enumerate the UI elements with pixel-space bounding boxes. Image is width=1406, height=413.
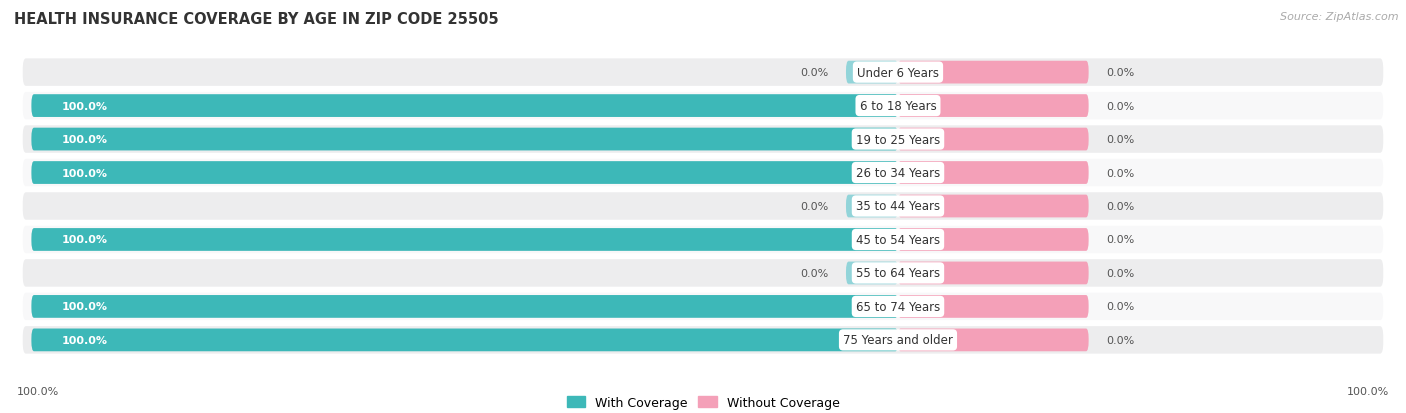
Text: 0.0%: 0.0% xyxy=(1107,235,1135,245)
FancyBboxPatch shape xyxy=(31,329,898,351)
Text: 100.0%: 100.0% xyxy=(62,168,108,178)
Text: 35 to 44 Years: 35 to 44 Years xyxy=(856,200,941,213)
Text: 100.0%: 100.0% xyxy=(62,235,108,245)
Text: 19 to 25 Years: 19 to 25 Years xyxy=(856,133,941,146)
Legend: With Coverage, Without Coverage: With Coverage, Without Coverage xyxy=(561,391,845,413)
Text: 55 to 64 Years: 55 to 64 Years xyxy=(856,267,941,280)
Text: Source: ZipAtlas.com: Source: ZipAtlas.com xyxy=(1281,12,1399,22)
Text: 6 to 18 Years: 6 to 18 Years xyxy=(859,100,936,113)
FancyBboxPatch shape xyxy=(31,95,898,118)
FancyBboxPatch shape xyxy=(31,228,898,251)
FancyBboxPatch shape xyxy=(22,159,1384,187)
Text: Under 6 Years: Under 6 Years xyxy=(858,66,939,79)
FancyBboxPatch shape xyxy=(898,262,1088,285)
Text: 0.0%: 0.0% xyxy=(1107,301,1135,312)
FancyBboxPatch shape xyxy=(22,326,1384,354)
Text: 26 to 34 Years: 26 to 34 Years xyxy=(856,166,941,180)
Text: 0.0%: 0.0% xyxy=(800,268,828,278)
Text: 100.0%: 100.0% xyxy=(62,335,108,345)
Text: 100.0%: 100.0% xyxy=(1347,387,1389,396)
Text: 100.0%: 100.0% xyxy=(17,387,59,396)
Text: 0.0%: 0.0% xyxy=(1107,268,1135,278)
FancyBboxPatch shape xyxy=(898,228,1088,251)
Text: 0.0%: 0.0% xyxy=(800,68,828,78)
FancyBboxPatch shape xyxy=(846,195,898,218)
FancyBboxPatch shape xyxy=(898,95,1088,118)
FancyBboxPatch shape xyxy=(22,293,1384,320)
Text: 100.0%: 100.0% xyxy=(62,101,108,112)
Text: HEALTH INSURANCE COVERAGE BY AGE IN ZIP CODE 25505: HEALTH INSURANCE COVERAGE BY AGE IN ZIP … xyxy=(14,12,499,27)
FancyBboxPatch shape xyxy=(22,226,1384,254)
FancyBboxPatch shape xyxy=(31,128,898,151)
Text: 0.0%: 0.0% xyxy=(800,202,828,211)
Text: 100.0%: 100.0% xyxy=(62,301,108,312)
FancyBboxPatch shape xyxy=(22,193,1384,220)
FancyBboxPatch shape xyxy=(898,295,1088,318)
FancyBboxPatch shape xyxy=(898,162,1088,185)
Text: 0.0%: 0.0% xyxy=(1107,168,1135,178)
FancyBboxPatch shape xyxy=(22,59,1384,87)
Text: 45 to 54 Years: 45 to 54 Years xyxy=(856,233,941,247)
Text: 0.0%: 0.0% xyxy=(1107,101,1135,112)
FancyBboxPatch shape xyxy=(22,260,1384,287)
FancyBboxPatch shape xyxy=(898,62,1088,84)
Text: 65 to 74 Years: 65 to 74 Years xyxy=(856,300,941,313)
FancyBboxPatch shape xyxy=(898,329,1088,351)
FancyBboxPatch shape xyxy=(898,195,1088,218)
FancyBboxPatch shape xyxy=(31,295,898,318)
Text: 0.0%: 0.0% xyxy=(1107,202,1135,211)
FancyBboxPatch shape xyxy=(846,262,898,285)
Text: 0.0%: 0.0% xyxy=(1107,135,1135,145)
Text: 75 Years and older: 75 Years and older xyxy=(844,334,953,347)
Text: 100.0%: 100.0% xyxy=(62,135,108,145)
Text: 0.0%: 0.0% xyxy=(1107,68,1135,78)
FancyBboxPatch shape xyxy=(898,128,1088,151)
FancyBboxPatch shape xyxy=(31,162,898,185)
FancyBboxPatch shape xyxy=(22,93,1384,120)
FancyBboxPatch shape xyxy=(846,62,898,84)
Text: 0.0%: 0.0% xyxy=(1107,335,1135,345)
FancyBboxPatch shape xyxy=(22,126,1384,153)
